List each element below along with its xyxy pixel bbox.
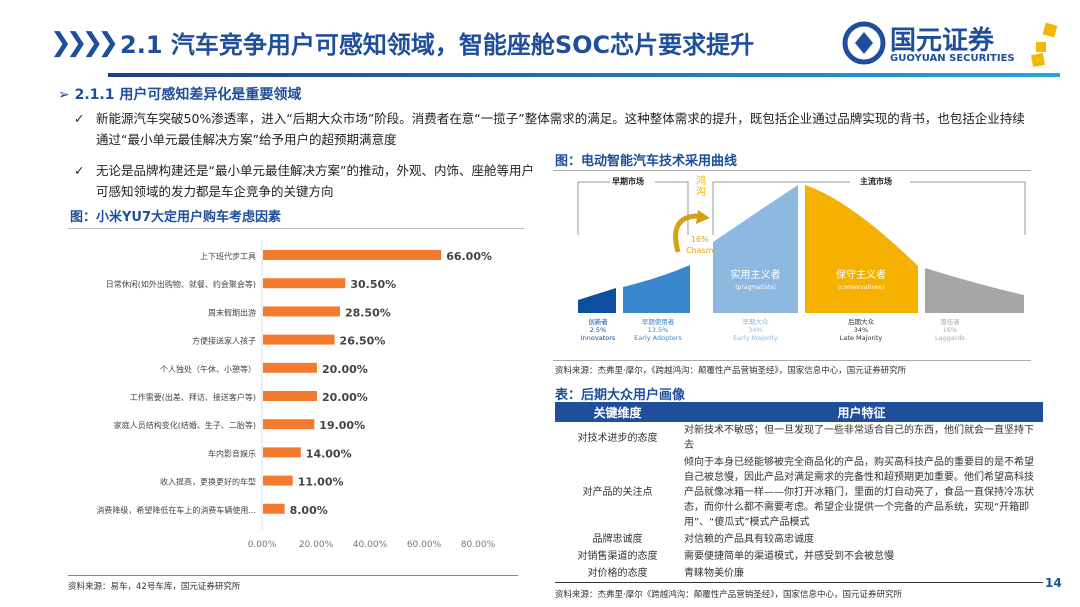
x-tick-label: 0.00%	[248, 540, 277, 550]
chasm-arrow-icon	[673, 213, 701, 253]
divider	[68, 228, 524, 229]
section-title: ➢ 2.1.1 用户可感知差异化是重要领域	[58, 87, 302, 103]
x-tick-label: 80.00%	[461, 540, 496, 550]
row-feature: 需要便捷简单的渠道模式，并感受到不会被怠慢	[684, 551, 894, 562]
category-label: 周末假期出游	[208, 307, 256, 317]
segment-label: 后期大众 34% Late Majority	[839, 318, 883, 342]
page-number: 14	[1045, 576, 1062, 590]
bar	[263, 391, 317, 401]
divider	[553, 360, 1031, 361]
category-label: 家庭人员结构变化(结婚、生子、二胎等)	[114, 420, 256, 430]
value-label: 20.00%	[322, 363, 368, 376]
chevrons-icon: ❯❯❯❯	[50, 28, 119, 58]
value-label: 26.50%	[340, 335, 386, 348]
table-caption: 表：后期大众用户画像	[555, 388, 686, 403]
adoption-curve	[577, 181, 1026, 313]
row-dimension: 对技术进步的态度	[577, 432, 658, 444]
x-tick-label: 40.00%	[353, 540, 388, 550]
page-title: 2.1 汽车竞争用户可感知领域，智能座舱SOC芯片要求提升	[120, 31, 755, 59]
bar	[263, 447, 301, 458]
right-figure-source: 资料来源：杰弗里·摩尔，《跨越鸿沟：颠覆性产品营销圣经》，国家信息中心，国元证券…	[555, 366, 907, 376]
segment-laggards	[925, 268, 1024, 313]
category-label: 工作需要(出差、拜访、接送客户等)	[130, 392, 256, 402]
segment-label: 落伍者 16% Laggards	[935, 318, 965, 342]
segment-innovators	[578, 288, 616, 313]
row-feature: 倾向于本身已经能够被完全商品化的产品，购买高科技产品的重要目的是不希望自己被怠慢…	[684, 457, 1034, 528]
bar	[263, 250, 442, 260]
bar	[263, 278, 346, 289]
row-feature: 青睐物美价廉	[684, 568, 744, 579]
segment-label: 早期大众 34% Early Majority	[733, 318, 778, 342]
category-label: 上下班代步工具	[200, 251, 256, 261]
row-dimension: 对产品的关注点	[582, 487, 653, 498]
late-majority-table: 关键维度 用户特征 对技术进步的态度 对新技术不敏感；但一旦发现了一些非常适合自己的…	[555, 402, 1043, 583]
main-market-label: 主流市场	[860, 177, 892, 186]
bar	[263, 475, 293, 486]
bar	[263, 334, 335, 345]
bar	[263, 419, 315, 430]
value-label: 66.00%	[446, 250, 492, 263]
segment-label: 早期使用者 13.5% Early Adopters	[634, 318, 682, 342]
row-feature: 对信赖的产品具有较高忠诚度	[684, 534, 814, 545]
bar	[263, 503, 285, 514]
table-row: 对价格的态度 青睐物美价廉	[555, 565, 1043, 583]
divider	[553, 170, 1031, 171]
bullet-1: ✓ 新能源汽车突破50%渗透率，进入“后期大众市场”阶段。消费者在意“一揽子”整体…	[74, 111, 1025, 147]
table-row: 对销售渠道的态度 需要便捷简单的渠道模式，并感受到不会被怠慢	[555, 548, 1043, 565]
value-label: 28.50%	[345, 306, 391, 319]
category-label: 收入提高，更换更好的车型	[160, 477, 256, 487]
segment-label: 创新者 2.5% Innovators	[580, 318, 616, 342]
bullet-2: ✓ 无论是品牌构建还是“最小单元最佳解决方案”的推动，外观、内饰、座舱等用户可感知…	[74, 163, 534, 199]
row-feature: 对新技术不敏感；但一旦发现了一些非常适合自己的东西，他们就会一直坚持下去	[684, 425, 1034, 451]
chasm-pct: 16% Chasm	[686, 235, 714, 255]
left-figure-caption: 图：小米YU7大定用户购车考虑因素	[70, 210, 282, 225]
logo-squares-icon	[1031, 22, 1058, 67]
logo-mark-icon	[842, 21, 886, 65]
category-label: 日常休闲(如外出购物、就餐、约会聚会等)	[106, 279, 256, 289]
table-source: 资料来源：杰弗里·摩尔《跨越鸿沟：颠覆性产品营销圣经》，国家信息中心，国元证券研…	[555, 590, 902, 600]
right-figure-caption: 图：电动智能汽车技术采用曲线	[555, 154, 738, 169]
header-rule	[108, 73, 1060, 77]
row-dimension: 对价格的态度	[587, 568, 648, 579]
category-label: 消费降级，希望降低在车上的消费车辆使用...	[96, 505, 256, 515]
logo-name: 国元证券	[890, 26, 995, 56]
table-header: 用户特征	[680, 402, 1043, 422]
table-row: 对技术进步的态度 对新技术不敏感；但一旦发现了一些非常适合自己的东西，他们就会一直…	[555, 422, 1043, 454]
x-tick-label: 60.00%	[407, 540, 442, 550]
value-label: 20.00%	[322, 391, 368, 404]
category-label: 方便接送家人孩子	[192, 336, 256, 346]
bar	[263, 362, 317, 373]
bar	[263, 306, 340, 317]
row-dimension: 对销售渠道的态度	[577, 551, 658, 562]
early-market-label: 早期市场	[612, 177, 644, 186]
category-label: 车内影音娱乐	[208, 448, 256, 458]
conservatives-label: 保守主义者 (conservatives)	[836, 270, 886, 291]
x-tick-label: 20.00%	[299, 540, 334, 550]
row-dimension: 品牌忠诚度	[592, 534, 643, 545]
segment-early-majority	[713, 185, 798, 313]
table-row: 品牌忠诚度 对信赖的产品具有较高忠诚度	[555, 531, 1043, 548]
chasm-label: 鸿沟	[696, 176, 706, 198]
value-label: 19.00%	[319, 419, 365, 432]
segment-late-majority	[805, 185, 918, 313]
category-label: 个人独处（午休、小憩等）	[160, 364, 256, 374]
value-label: 30.50%	[350, 278, 396, 291]
table-header: 关键维度	[555, 402, 680, 422]
left-figure-source: 资料来源：易车，42号车库，国元证券研究所	[68, 582, 241, 592]
pragmatists-label: 实用主义者 (pragmatists)	[730, 270, 781, 291]
value-label: 8.00%	[290, 504, 328, 517]
divider	[68, 575, 518, 576]
table-row: 对产品的关注点 倾向于本身已经能够被完全商品化的产品，购买高科技产品的重要目的是不…	[555, 454, 1043, 531]
logo-en: GUOYUAN SECURITIES	[890, 53, 1015, 64]
company-logo: 国元证券 GUOYUAN SECURITIES	[842, 20, 1062, 68]
value-label: 14.00%	[306, 447, 352, 460]
value-label: 11.00%	[298, 476, 344, 489]
segment-early-adopters	[623, 265, 690, 313]
purchase-factors-chart: 上下班代步工具 66.00% 日常休闲(如外出购物、就餐、约会聚会等) 30.50% 周…	[96, 240, 496, 550]
